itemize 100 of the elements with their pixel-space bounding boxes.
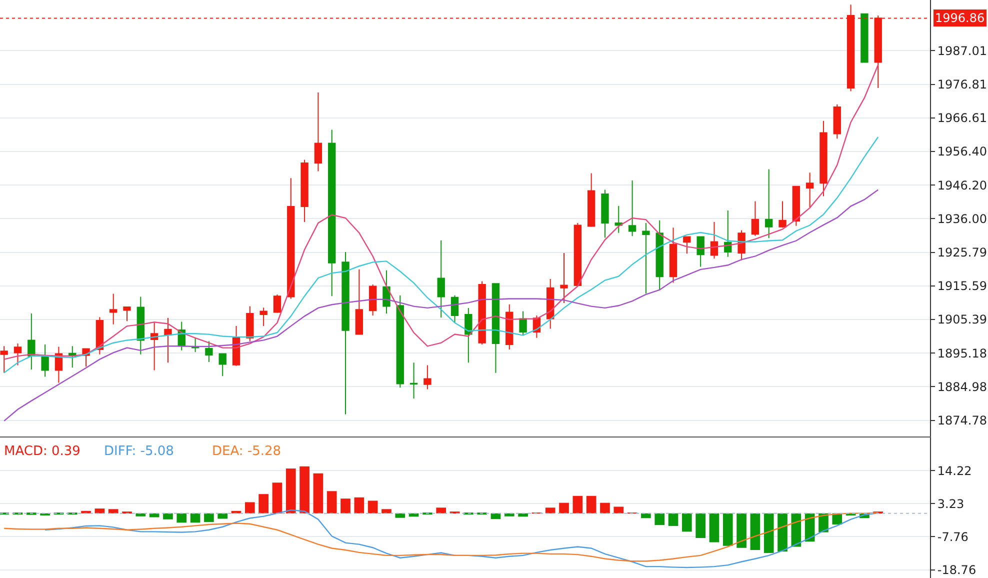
candlestick (382, 270, 390, 314)
candlestick (205, 340, 213, 362)
candlestick (123, 306, 131, 322)
bar (218, 513, 228, 519)
y-tick-label: 1925.79 (937, 246, 988, 260)
candlestick (287, 178, 295, 300)
candlestick (820, 120, 828, 197)
candlestick (492, 283, 500, 374)
candlestick (450, 294, 459, 324)
y-tick-label: -7.76 (937, 530, 968, 544)
y-tick-label: 1966.61 (937, 111, 988, 126)
candlestick (218, 353, 226, 377)
bar (682, 513, 692, 532)
bar (300, 466, 310, 514)
text: DIFF: -5.08 (104, 444, 174, 459)
line-series (44, 509, 879, 568)
candlestick (396, 294, 404, 388)
candlestick (136, 296, 145, 355)
candlestick (478, 280, 486, 345)
candlestick (792, 186, 800, 226)
candlestick (54, 346, 63, 384)
candlestick (0, 346, 8, 374)
bar (736, 513, 746, 548)
bar (778, 513, 788, 552)
candlestick (260, 307, 268, 327)
candlestick (696, 236, 704, 268)
bar (436, 508, 446, 514)
candlestick (328, 129, 336, 297)
candlestick (191, 337, 200, 353)
bar (559, 502, 569, 514)
line-series (3, 189, 879, 422)
line-series (3, 136, 879, 374)
bar (340, 498, 350, 514)
candlestick (833, 104, 841, 140)
y-tick-label: -18.76 (937, 562, 976, 577)
y-tick-label: 1915.59 (937, 279, 988, 294)
candlestick (355, 268, 364, 335)
candlestick (710, 221, 718, 260)
candlestick (669, 227, 678, 284)
bar (545, 508, 556, 514)
bar (272, 482, 282, 514)
y-tick-label: 1976.81 (937, 77, 988, 92)
candlestick (778, 200, 786, 228)
bar (600, 502, 610, 514)
line-series (3, 512, 879, 562)
bar (163, 513, 173, 520)
candlestick (164, 317, 172, 364)
candlestick (656, 220, 664, 290)
bar (190, 513, 200, 523)
candlestick (738, 230, 746, 261)
text: DEA: -5.28 (212, 444, 282, 459)
candlestick (519, 310, 527, 336)
bar (313, 473, 324, 514)
candlestick (110, 293, 118, 325)
bar (382, 509, 392, 514)
candlestick (587, 172, 596, 228)
candlestick (273, 294, 282, 314)
candlestick (601, 189, 609, 238)
bar (94, 508, 105, 514)
candlestick (628, 180, 636, 237)
bar (614, 506, 624, 514)
ref-line-label: 1996.86 (935, 11, 985, 25)
candlestick (314, 92, 322, 172)
bar (395, 513, 406, 518)
candlestick (300, 159, 308, 222)
text: MACD: 0.39 (4, 444, 80, 459)
bar (286, 468, 296, 514)
y-tick-label: 3.23 (937, 496, 964, 511)
line-series (3, 64, 879, 360)
candlestick (14, 343, 22, 366)
candlestick (574, 222, 582, 287)
y-tick-label: 1956.40 (937, 144, 988, 159)
bar (764, 513, 774, 554)
bar (354, 497, 364, 514)
candlestick (806, 172, 814, 208)
bar (709, 513, 720, 542)
candlestick (437, 240, 445, 318)
candlestick (96, 316, 104, 355)
y-tick-label: 1987.01 (937, 44, 988, 58)
bar (81, 510, 91, 514)
y-tick-label: 1884.98 (937, 380, 988, 394)
candlestick (368, 284, 377, 316)
y-tick-label: 1895.18 (937, 346, 988, 360)
y-tick-label: 1874.78 (937, 414, 988, 428)
candlestick (410, 362, 418, 400)
y-tick-label: 1946.20 (937, 178, 988, 192)
bar (572, 496, 583, 514)
candlestick (28, 313, 36, 370)
bar (750, 513, 760, 550)
y-tick-label: 14.22 (937, 464, 972, 478)
candlestick (860, 13, 868, 63)
bar (586, 496, 596, 514)
candlestick (765, 168, 773, 239)
candlestick (751, 200, 760, 236)
bar (204, 513, 214, 522)
candlestick (41, 344, 49, 378)
candlestick (150, 322, 158, 371)
bar (368, 500, 378, 514)
candlestick (464, 307, 472, 364)
bar (108, 509, 118, 514)
